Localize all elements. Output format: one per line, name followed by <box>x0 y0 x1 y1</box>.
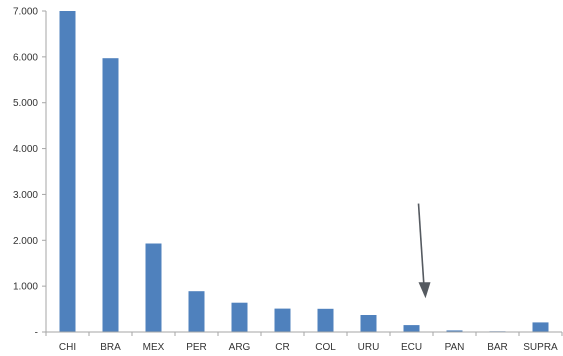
bar-uru <box>360 315 377 332</box>
x-tick-label: PAN <box>445 342 465 353</box>
x-axis-labels: CHI BRA MEX PER ARG CR COL URU ECU PAN BAR SUPRA <box>45 332 563 353</box>
bar-supra <box>532 322 549 332</box>
bar-col <box>317 308 334 332</box>
bar-pan <box>446 330 463 332</box>
bar-mex <box>145 243 162 332</box>
x-tick-label: COL <box>315 342 336 353</box>
bar-cr <box>274 308 291 332</box>
y-tick-label: 2.000 <box>13 236 38 247</box>
y-axis-ticks: - 1.000 2.000 3.000 4.000 5.000 6.000 7.000 <box>13 7 46 339</box>
x-tick-label: ECU <box>401 342 422 353</box>
bars <box>59 11 549 333</box>
bar-bra <box>102 58 119 332</box>
y-tick-label: 7.000 <box>13 7 38 18</box>
annotation-arrow-shaft <box>417 203 426 295</box>
x-tick-label: URU <box>358 342 380 353</box>
bar-per <box>188 291 205 332</box>
y-tick-label: 4.000 <box>13 144 38 155</box>
y-tick-label: 3.000 <box>13 190 38 201</box>
annotation-arrow <box>417 203 431 299</box>
x-tick-label: BAR <box>487 342 508 353</box>
y-tick-label: 1.000 <box>13 282 38 293</box>
x-tick-label: CR <box>275 342 289 353</box>
annotation-arrow-head <box>418 282 431 299</box>
bar-arg <box>231 302 248 332</box>
bar-chi <box>59 11 76 332</box>
x-tick-label: SUPRA <box>523 342 558 353</box>
x-tick-label: BRA <box>100 342 121 353</box>
x-tick-label: MEX <box>143 342 165 353</box>
y-tick-label: 5.000 <box>13 98 38 109</box>
x-tick-label: ARG <box>229 342 251 353</box>
bar-ecu <box>403 325 420 332</box>
x-tick-label: CHI <box>59 342 76 353</box>
x-tick-label: PER <box>186 342 207 353</box>
y-tick-label: - <box>35 328 38 339</box>
y-tick-label: 6.000 <box>13 52 38 63</box>
